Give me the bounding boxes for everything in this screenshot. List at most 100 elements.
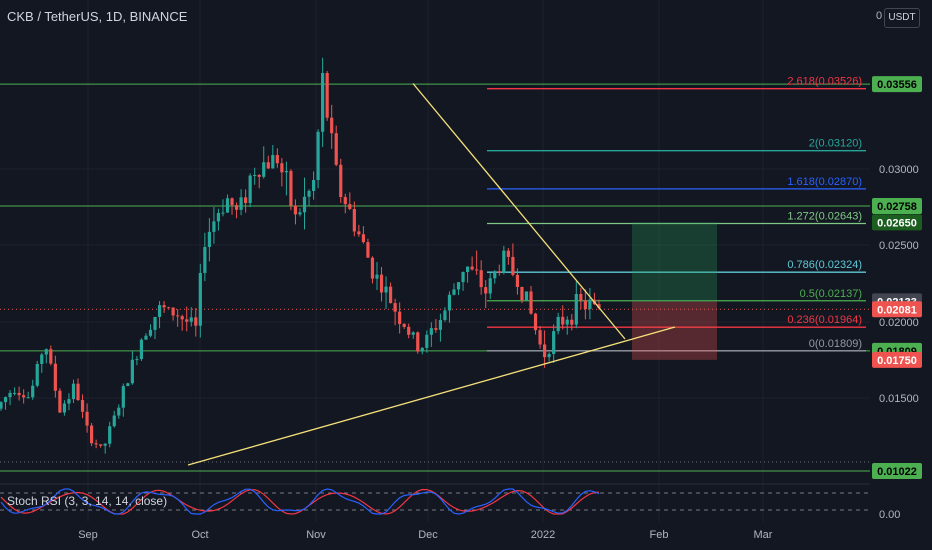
candle-body (0, 402, 3, 409)
candle-body (167, 307, 171, 309)
candle-body (470, 266, 474, 270)
candle-body (325, 72, 329, 118)
candle-body (284, 170, 288, 173)
price-tag-label: 0.03556 (877, 79, 917, 91)
candle-body (293, 205, 298, 215)
stoch-axis-value: 0.00 (879, 509, 900, 521)
stoch-d-line (0, 488, 600, 515)
candle-body (248, 175, 252, 204)
candle-body (339, 164, 343, 198)
ascending-trend-line (187, 326, 676, 466)
candle-body (53, 363, 57, 391)
position-target-zone (632, 222, 717, 302)
candle-body (8, 392, 12, 398)
candle-body (94, 443, 98, 445)
candle-body (225, 198, 230, 213)
candle-body (538, 330, 542, 345)
candle-body (443, 310, 447, 321)
candle-body (207, 231, 211, 248)
candle-body (384, 286, 388, 293)
candle-body (502, 250, 506, 273)
trend-lines (187, 83, 676, 466)
candle-body (135, 359, 139, 361)
candle-body (493, 271, 497, 279)
time-tick-label: Mar (754, 529, 773, 541)
price-tag-box (872, 76, 922, 93)
candle-body (402, 323, 406, 327)
time-tick-label: 2022 (531, 529, 555, 541)
candle-body (552, 331, 556, 354)
candle-body (103, 443, 107, 446)
candle-body (117, 407, 121, 416)
candle-body (511, 256, 515, 275)
candle-body (157, 305, 162, 317)
candle-body (71, 383, 76, 400)
candle-body (515, 274, 520, 287)
candle-body (126, 383, 130, 387)
price-axis[interactable]: 0.03000 0.02500 0.02000 0.01500 (879, 164, 919, 405)
currency-button[interactable]: USDT (884, 8, 920, 28)
time-axis[interactable]: Sep Oct Nov Dec 2022 Feb Mar (78, 529, 773, 541)
candle-body (302, 196, 307, 213)
candle-body (153, 316, 157, 330)
fib-level-label: 0(0.01809) (809, 338, 862, 350)
candle-body (352, 209, 356, 232)
candle-body (44, 349, 48, 355)
candle-body (529, 291, 533, 314)
candle-body (90, 425, 94, 444)
candle-body (67, 399, 71, 404)
candle-body (375, 274, 379, 279)
fib-level-label: 1.618(0.02870) (787, 176, 862, 188)
candle-body (230, 198, 234, 206)
candle-body (216, 213, 221, 222)
candle-body (180, 316, 184, 320)
candle-body (561, 316, 565, 325)
fib-level-label: 1.272(0.02643) (787, 211, 862, 223)
candle-body (171, 307, 175, 316)
candle-body (108, 426, 112, 444)
descending-trend-line (412, 83, 626, 340)
price-tag-label: 0.02650 (877, 217, 917, 229)
candle-body (162, 305, 166, 308)
candle-body (35, 363, 39, 386)
candle-body (85, 411, 89, 426)
candle-body (506, 250, 510, 257)
fib-level-label: 2.618(0.03526) (787, 76, 862, 88)
candle-body (348, 204, 352, 210)
fib-level-label: 0.5(0.02137) (800, 288, 862, 300)
time-tick-label: Dec (418, 529, 438, 541)
candle-body (280, 163, 284, 173)
candle-body (121, 386, 125, 408)
fib-level-label: 2(0.03120) (809, 138, 862, 150)
long-position-box[interactable] (632, 222, 717, 360)
candle-body (307, 190, 311, 197)
candle-body (357, 231, 361, 235)
price-tag-box (872, 214, 922, 231)
price-tick-label: 0.01500 (879, 393, 919, 405)
candlestick-series (0, 57, 601, 454)
candle-body (298, 212, 302, 215)
candle-body (194, 317, 198, 326)
candle-body (366, 242, 370, 258)
price-tag-box (872, 197, 922, 214)
time-tick-label: Oct (191, 529, 208, 541)
horizontal-levels (0, 83, 870, 472)
price-tag-label: 0.01022 (877, 466, 917, 478)
candle-body (465, 266, 470, 273)
candle-body (588, 299, 592, 310)
price-tick-label: 0.02500 (879, 240, 919, 252)
candle-body (484, 287, 488, 294)
candle-body (316, 131, 320, 181)
candle-body (334, 133, 338, 165)
candle-body (185, 319, 189, 322)
candle-body (434, 328, 438, 330)
candle-body (583, 300, 587, 310)
fib-level-label: 0.786(0.02324) (787, 259, 862, 271)
candle-body (438, 320, 443, 330)
price-tag-label: 0.02758 (877, 201, 917, 213)
candle-body (393, 303, 397, 312)
candle-body (58, 390, 62, 413)
candle-body (556, 316, 560, 332)
candle-body (452, 289, 456, 295)
